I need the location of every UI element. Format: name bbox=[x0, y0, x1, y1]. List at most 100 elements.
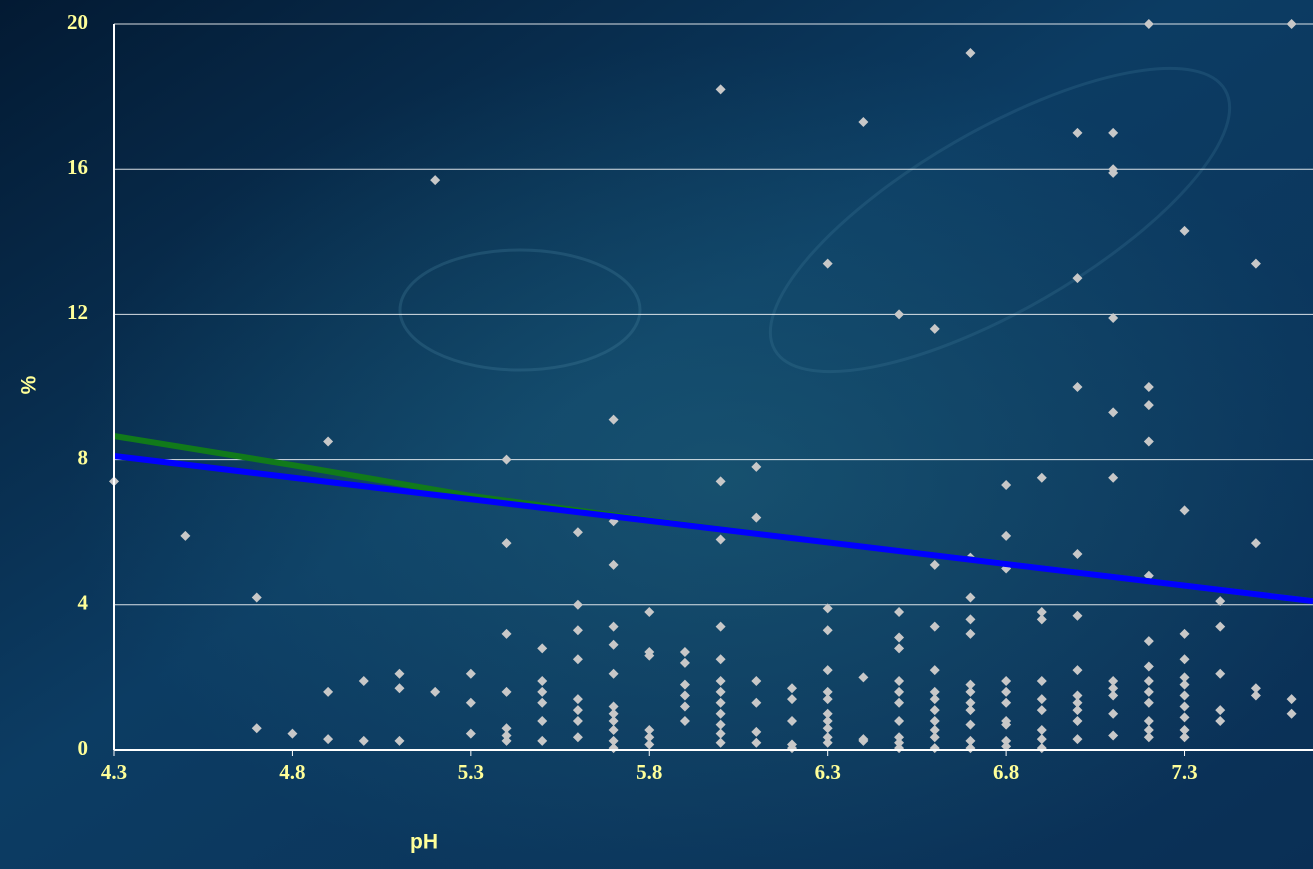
data-point bbox=[751, 676, 762, 687]
data-point bbox=[1250, 683, 1261, 694]
data-point bbox=[929, 705, 940, 716]
data-point bbox=[1143, 636, 1154, 647]
data-point bbox=[822, 694, 833, 705]
data-point bbox=[715, 534, 726, 545]
data-point bbox=[608, 735, 619, 746]
data-point bbox=[894, 737, 905, 748]
data-point bbox=[1108, 313, 1119, 324]
data-point bbox=[894, 676, 905, 687]
data-point bbox=[894, 309, 905, 320]
data-point bbox=[715, 621, 726, 632]
data-point bbox=[679, 646, 690, 657]
data-point bbox=[822, 723, 833, 734]
data-point bbox=[1143, 436, 1154, 447]
data-point bbox=[858, 117, 869, 128]
data-point bbox=[965, 735, 976, 746]
data-point bbox=[822, 258, 833, 269]
x-tick-label: 4.3 bbox=[101, 760, 127, 784]
data-point bbox=[1286, 708, 1297, 719]
data-point bbox=[894, 732, 905, 743]
data-point bbox=[1036, 676, 1047, 687]
data-point bbox=[1179, 679, 1190, 690]
data-point bbox=[501, 730, 512, 741]
data-point bbox=[822, 625, 833, 636]
data-point bbox=[965, 628, 976, 639]
data-point bbox=[251, 723, 262, 734]
data-point bbox=[1036, 614, 1047, 625]
data-point bbox=[715, 476, 726, 487]
data-point bbox=[323, 686, 334, 697]
data-point bbox=[751, 512, 762, 523]
data-point bbox=[1072, 705, 1083, 716]
data-point bbox=[1108, 167, 1119, 178]
data-point bbox=[1179, 725, 1190, 736]
data-point bbox=[1036, 472, 1047, 483]
plot-area: 0 4 8 12 16 20 4.3 4.8 5.3 5.8 6.3 6.8 7.3 bbox=[67, 10, 1313, 784]
data-point bbox=[1143, 732, 1154, 743]
data-point bbox=[394, 683, 405, 694]
data-point bbox=[894, 632, 905, 643]
data-point bbox=[679, 657, 690, 668]
data-point bbox=[715, 708, 726, 719]
data-point bbox=[644, 725, 655, 736]
data-point bbox=[430, 686, 441, 697]
x-tick-label: 7.3 bbox=[1171, 760, 1197, 784]
data-point bbox=[1108, 730, 1119, 741]
data-point bbox=[858, 735, 869, 746]
data-point bbox=[1072, 548, 1083, 559]
data-point bbox=[501, 454, 512, 465]
data-point bbox=[929, 715, 940, 726]
data-point bbox=[1179, 690, 1190, 701]
data-point bbox=[394, 668, 405, 679]
data-point bbox=[1143, 382, 1154, 392]
data-point bbox=[1215, 715, 1226, 726]
data-point bbox=[1036, 734, 1047, 745]
data-point bbox=[572, 732, 583, 743]
y-tick-label: 20 bbox=[67, 10, 88, 34]
data-point bbox=[715, 719, 726, 730]
data-point bbox=[1072, 697, 1083, 708]
data-point bbox=[1143, 725, 1154, 736]
data-point bbox=[1072, 665, 1083, 676]
data-point bbox=[323, 734, 334, 745]
data-point bbox=[1179, 225, 1190, 236]
data-point bbox=[1036, 607, 1047, 618]
data-point bbox=[822, 665, 833, 676]
data-point bbox=[894, 686, 905, 697]
data-point bbox=[644, 739, 655, 750]
data-point bbox=[1072, 610, 1083, 621]
y-tick-label: 12 bbox=[67, 300, 88, 324]
data-point bbox=[358, 735, 369, 746]
data-point bbox=[1179, 654, 1190, 665]
decoration bbox=[768, 66, 1232, 374]
data-point bbox=[1143, 19, 1154, 29]
data-point bbox=[1001, 697, 1012, 708]
data-point bbox=[751, 726, 762, 737]
data-point bbox=[1108, 407, 1119, 418]
data-point bbox=[1179, 712, 1190, 723]
data-point bbox=[1001, 719, 1012, 730]
y-axis-title: % bbox=[18, 375, 41, 394]
data-point bbox=[894, 715, 905, 726]
data-point bbox=[1143, 686, 1154, 697]
data-point bbox=[537, 676, 548, 687]
data-point bbox=[501, 538, 512, 549]
data-point bbox=[1001, 735, 1012, 746]
data-point bbox=[1179, 672, 1190, 683]
data-point bbox=[537, 715, 548, 726]
data-point bbox=[608, 621, 619, 632]
data-point bbox=[537, 735, 548, 746]
data-point bbox=[1001, 530, 1012, 541]
x-tick-label: 5.3 bbox=[458, 760, 484, 784]
data-point bbox=[501, 735, 512, 746]
data-point bbox=[323, 436, 334, 447]
data-point bbox=[787, 694, 798, 705]
data-point bbox=[1143, 715, 1154, 726]
data-point bbox=[572, 694, 583, 705]
data-point bbox=[822, 603, 833, 614]
data-point bbox=[787, 683, 798, 694]
data-point bbox=[1286, 694, 1297, 705]
data-point bbox=[501, 686, 512, 697]
